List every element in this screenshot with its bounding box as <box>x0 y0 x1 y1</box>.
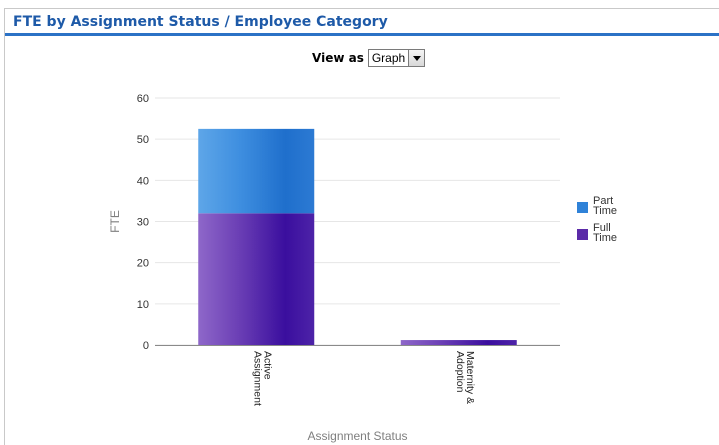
legend-label: Part Time <box>593 195 617 217</box>
bar-segment <box>198 213 315 345</box>
view-as-select[interactable]: Graph <box>367 49 426 67</box>
bar-segment <box>400 340 517 345</box>
bar-segment <box>198 128 315 214</box>
y-tick-label: 60 <box>137 93 149 105</box>
panel-header: FTE by Assignment Status / Employee Cate… <box>5 9 719 36</box>
view-as-selected-value: Graph <box>371 51 406 65</box>
y-tick-label: 30 <box>137 217 149 229</box>
panel-title: FTE by Assignment Status / Employee Cate… <box>13 14 388 30</box>
y-tick-label: 40 <box>137 175 149 187</box>
x-axis-title: Assignment Status <box>307 429 407 443</box>
view-as-control: View as Graph <box>312 47 426 69</box>
chevron-down-icon[interactable] <box>408 50 425 66</box>
y-tick-label: 50 <box>137 134 149 146</box>
y-tick-label: 10 <box>137 299 149 311</box>
y-tick-label: 0 <box>143 340 149 352</box>
legend-swatch <box>577 202 588 213</box>
legend-swatch <box>577 229 588 240</box>
x-tick-label: ActiveAssignment <box>251 351 273 406</box>
y-axis-title: FTE <box>108 210 122 233</box>
report-panel: FTE by Assignment Status / Employee Cate… <box>4 8 719 445</box>
y-tick-label: 20 <box>137 258 149 270</box>
legend-label: Full Time <box>593 222 617 244</box>
x-tick-label: Maternity &Adoption <box>454 351 476 404</box>
view-as-label: View as <box>312 51 364 65</box>
